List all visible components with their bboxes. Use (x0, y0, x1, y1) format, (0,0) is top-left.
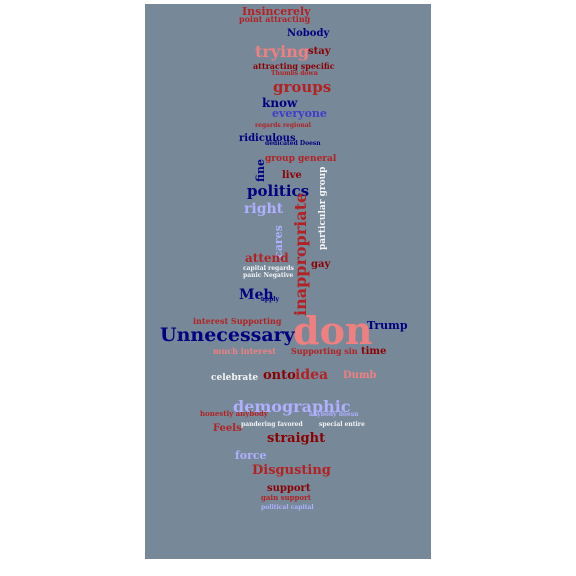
word-disgusting: Disgusting (252, 463, 331, 478)
word-idea: idea (295, 367, 329, 383)
word-feels: Feels (213, 423, 242, 434)
word-honestly-anybody: honestly anybody (200, 409, 268, 418)
word-stay: stay (308, 46, 331, 57)
word-live: live (282, 170, 302, 181)
word-pandering-favored: pandering favored (241, 421, 303, 428)
word-celebrate: celebrate (211, 373, 259, 383)
word-special-entire: special entire (319, 421, 365, 428)
word-time: time (361, 346, 387, 357)
word-cloud-canvas: Insincerely point attracting Nobody tryi… (145, 4, 431, 559)
word-interest-supporting: interest Supporting (193, 316, 282, 326)
word-onto: onto (263, 368, 296, 383)
word-demographic: demographic (233, 397, 351, 416)
word-politics: politics (247, 182, 310, 200)
word-groups: groups (273, 78, 332, 96)
word-ridiculous: ridiculous (239, 133, 296, 144)
word-unnecessary: Unnecessary (160, 324, 295, 346)
word-group-general: group general (265, 154, 337, 164)
word-dedicated-doesn: dedicated Doesn (265, 140, 321, 147)
word-attend: attend (245, 251, 289, 265)
word-straight: straight (267, 431, 326, 446)
word-dumb: Dumb (343, 370, 377, 381)
word-much-interest: much interest (213, 346, 276, 356)
word-inappropriate: inappropriate (291, 192, 310, 316)
word-nobody: Nobody (287, 28, 330, 39)
word-trying: trying (255, 42, 310, 61)
word-gain-support: gain support (261, 493, 312, 502)
word-apply: apply (261, 296, 280, 303)
word-force: force (235, 449, 267, 462)
word-fine: fine (254, 159, 267, 182)
word-anybody-doesn: anybody doesn (309, 411, 359, 418)
word-don: don (293, 308, 373, 353)
word-insincerely: Insincerely (242, 5, 311, 18)
word-political-capital: political capital (261, 504, 314, 511)
word-gay: gay (311, 259, 331, 270)
word-trump: Trump (367, 319, 408, 332)
word-panic-negative: panic Negative (243, 272, 294, 279)
word-supporting-sin: Supporting sin (291, 346, 358, 356)
word-particular-group: particular group (318, 166, 328, 250)
word-support: support (267, 483, 311, 494)
word-know: know (262, 96, 298, 110)
word-right: right (244, 201, 284, 217)
word-everyone: everyone (272, 107, 327, 120)
word-regards-regional: regards regional (255, 122, 311, 129)
word-capital-regards: capital regards (243, 265, 294, 272)
word-meh: Meh (239, 287, 274, 303)
word-thumbs-down: Thumbs down (271, 70, 318, 77)
word-attracting-specific: attracting specific (253, 61, 335, 71)
word-point-attracting: point attracting (239, 14, 311, 24)
